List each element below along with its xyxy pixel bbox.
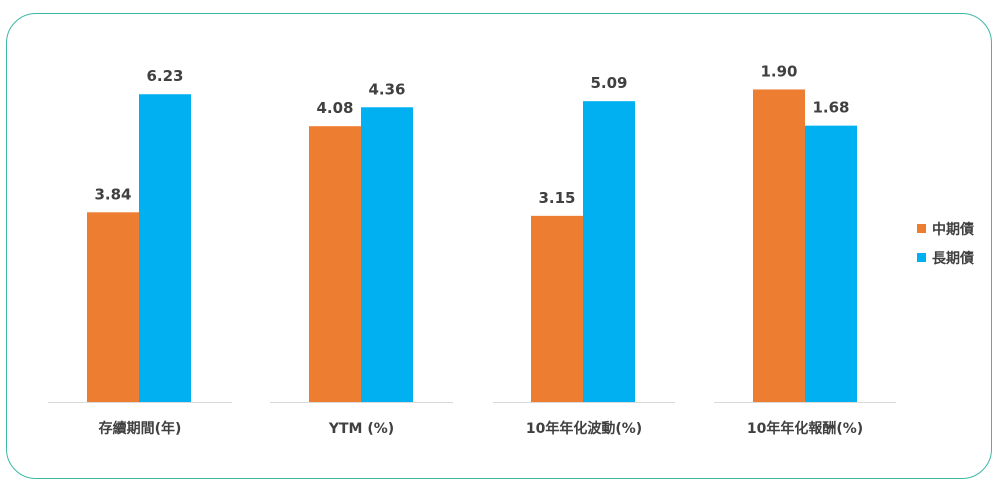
category-label: 存續期間(年) [99, 420, 182, 437]
bar [531, 215, 583, 402]
data-label: 4.36 [368, 80, 405, 98]
category-label: 10年年化波動(%) [526, 420, 642, 437]
bar [87, 212, 139, 402]
bar [805, 125, 857, 402]
bar [361, 107, 413, 402]
legend-swatch [917, 224, 926, 233]
data-label: 4.08 [316, 99, 353, 117]
legend-swatch [917, 253, 926, 262]
data-label: 5.09 [590, 74, 627, 92]
bar [583, 101, 635, 402]
bar [753, 89, 805, 402]
category-label: 10年年化報酬(%) [747, 420, 863, 437]
data-label: 3.84 [94, 185, 131, 203]
bar [309, 126, 361, 402]
data-label: 1.68 [812, 99, 849, 117]
data-label: 3.15 [538, 189, 575, 207]
bar [139, 94, 191, 402]
data-label: 6.23 [146, 67, 183, 85]
legend-label: 中期債 [932, 221, 974, 238]
data-label: 1.90 [760, 62, 797, 80]
legend-label: 長期債 [932, 250, 974, 267]
category-label: YTM (%) [328, 421, 394, 437]
